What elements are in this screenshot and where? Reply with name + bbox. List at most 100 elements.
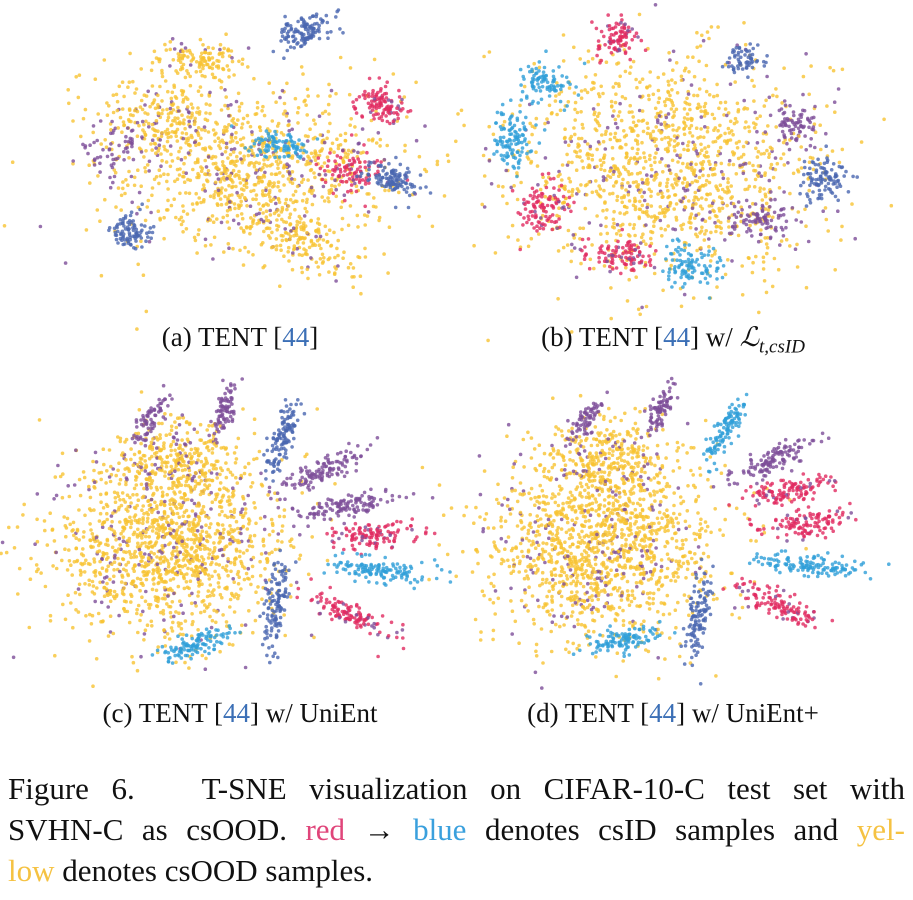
- point: [578, 149, 582, 153]
- point: [663, 120, 667, 125]
- point: [357, 95, 362, 99]
- point: [168, 64, 172, 68]
- point: [525, 96, 529, 100]
- point: [211, 593, 216, 598]
- point: [151, 568, 156, 572]
- point: [229, 124, 234, 128]
- point: [403, 143, 407, 148]
- point: [231, 139, 235, 143]
- point: [752, 84, 756, 88]
- point: [797, 129, 802, 134]
- point: [151, 100, 156, 105]
- point: [667, 270, 671, 275]
- point: [367, 76, 372, 81]
- point: [579, 183, 583, 187]
- point: [148, 226, 153, 230]
- point: [557, 169, 561, 174]
- point: [240, 160, 244, 165]
- point: [730, 50, 735, 55]
- point: [545, 87, 550, 91]
- point: [657, 128, 661, 133]
- point: [238, 248, 242, 253]
- point: [208, 194, 213, 199]
- point: [234, 184, 238, 189]
- point: [147, 125, 151, 129]
- point: [607, 253, 611, 258]
- point: [652, 265, 657, 270]
- point: [760, 203, 765, 208]
- point: [655, 147, 660, 152]
- point: [505, 201, 509, 206]
- point: [228, 200, 232, 204]
- point: [386, 98, 391, 102]
- point: [237, 575, 241, 579]
- point: [693, 216, 697, 220]
- point: [194, 70, 199, 74]
- point: [664, 184, 669, 189]
- point: [788, 191, 792, 196]
- point: [334, 15, 338, 19]
- point: [139, 67, 143, 71]
- point: [122, 150, 126, 154]
- point: [194, 191, 198, 196]
- point: [121, 232, 126, 236]
- point: [687, 243, 691, 247]
- point: [298, 533, 302, 537]
- point: [639, 235, 644, 240]
- point: [199, 610, 203, 615]
- point: [140, 202, 144, 206]
- point: [174, 660, 178, 665]
- point: [760, 209, 765, 213]
- point: [385, 143, 390, 148]
- point: [221, 553, 225, 558]
- point: [130, 144, 134, 149]
- point: [201, 66, 205, 71]
- point: [590, 190, 595, 195]
- point: [804, 204, 809, 208]
- point: [799, 183, 803, 188]
- point: [95, 586, 99, 590]
- point: [379, 160, 383, 164]
- point: [233, 174, 237, 178]
- point: [771, 215, 775, 220]
- point: [669, 107, 674, 111]
- point: [205, 539, 210, 544]
- point: [309, 238, 314, 243]
- point: [587, 221, 592, 225]
- point: [382, 108, 387, 112]
- point: [183, 46, 188, 50]
- point: [226, 467, 230, 472]
- point: [608, 37, 613, 42]
- point: [536, 82, 540, 86]
- point: [758, 186, 763, 190]
- point: [609, 105, 614, 109]
- point: [576, 142, 580, 146]
- point: [664, 257, 668, 261]
- point: [727, 225, 731, 229]
- point: [318, 257, 323, 261]
- point: [601, 208, 605, 213]
- point: [237, 554, 242, 559]
- point: [226, 47, 231, 51]
- point: [245, 204, 249, 208]
- point: [268, 188, 272, 193]
- point: [693, 195, 697, 199]
- point: [316, 156, 321, 160]
- point: [758, 232, 763, 237]
- point: [674, 61, 679, 65]
- point: [305, 267, 310, 272]
- point: [295, 240, 300, 245]
- point: [699, 161, 703, 165]
- point: [715, 93, 720, 98]
- point: [191, 208, 196, 212]
- point: [232, 510, 236, 515]
- point: [81, 142, 85, 147]
- point: [136, 630, 140, 635]
- point: [819, 147, 823, 152]
- point: [703, 232, 707, 236]
- point: [648, 263, 653, 268]
- point: [717, 255, 722, 260]
- point: [708, 259, 713, 263]
- point: [344, 179, 349, 184]
- point: [119, 531, 123, 536]
